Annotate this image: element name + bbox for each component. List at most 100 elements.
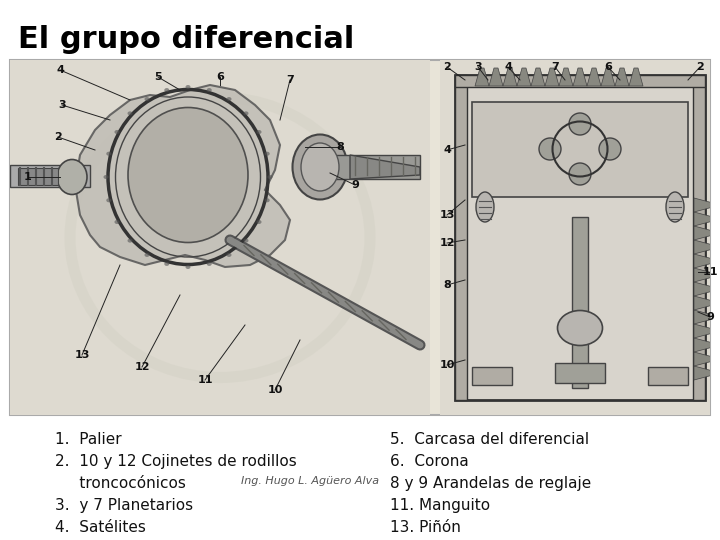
Text: 12: 12: [439, 238, 455, 248]
Text: 5.  Carcasa del diferencial: 5. Carcasa del diferencial: [390, 432, 589, 447]
Ellipse shape: [207, 88, 212, 92]
Text: 4: 4: [504, 62, 512, 72]
Text: El grupo diferencial: El grupo diferencial: [18, 25, 354, 54]
Bar: [330, 155, 420, 179]
Polygon shape: [601, 68, 615, 86]
Polygon shape: [559, 68, 573, 86]
Ellipse shape: [127, 111, 132, 116]
Polygon shape: [694, 282, 713, 296]
Bar: [10, 165, 90, 187]
Text: 6.  Corona: 6. Corona: [390, 454, 469, 469]
Ellipse shape: [186, 85, 191, 89]
Bar: [455, 75, 705, 87]
Ellipse shape: [145, 253, 150, 257]
Polygon shape: [517, 68, 531, 86]
Text: 7: 7: [286, 75, 294, 85]
Ellipse shape: [243, 239, 248, 242]
Text: 2: 2: [54, 132, 62, 142]
Bar: [472, 102, 688, 197]
Text: 3: 3: [58, 100, 66, 110]
Polygon shape: [475, 68, 489, 86]
Bar: [572, 217, 588, 388]
Bar: [440, 60, 710, 415]
Text: 10: 10: [267, 385, 283, 395]
Ellipse shape: [476, 192, 494, 222]
Polygon shape: [694, 324, 713, 338]
Polygon shape: [694, 212, 713, 226]
Ellipse shape: [557, 310, 603, 346]
Ellipse shape: [227, 253, 232, 257]
Polygon shape: [615, 68, 629, 86]
Ellipse shape: [301, 143, 339, 191]
Polygon shape: [694, 268, 713, 282]
Text: 10: 10: [439, 360, 455, 370]
Ellipse shape: [265, 152, 270, 156]
Ellipse shape: [243, 111, 248, 116]
Bar: [648, 367, 688, 385]
Ellipse shape: [292, 134, 348, 199]
Ellipse shape: [268, 175, 272, 179]
Ellipse shape: [666, 192, 684, 222]
Text: 4: 4: [56, 65, 64, 75]
Polygon shape: [75, 85, 290, 267]
Ellipse shape: [539, 138, 561, 160]
Text: troncocónicos: troncocónicos: [55, 476, 186, 491]
Text: 8: 8: [443, 280, 451, 290]
Text: Ing. Hugo L. Agüero Alva: Ing. Hugo L. Agüero Alva: [241, 476, 379, 486]
Ellipse shape: [227, 97, 232, 101]
Text: 11. Manguito: 11. Manguito: [390, 498, 490, 513]
Polygon shape: [694, 198, 713, 212]
Bar: [555, 363, 605, 383]
Text: 3.  y 7 Planetarios: 3. y 7 Planetarios: [55, 498, 193, 513]
Bar: [18, 168, 58, 185]
Text: 2.  10 y 12 Cojinetes de rodillos: 2. 10 y 12 Cojinetes de rodillos: [55, 454, 297, 469]
Text: 6: 6: [216, 72, 224, 82]
Ellipse shape: [114, 220, 120, 224]
Text: 2: 2: [696, 62, 704, 72]
Ellipse shape: [127, 239, 132, 242]
Polygon shape: [694, 352, 713, 366]
Bar: [455, 75, 705, 400]
Polygon shape: [587, 68, 601, 86]
Bar: [455, 75, 467, 400]
Text: 3: 3: [474, 62, 482, 72]
Text: 7: 7: [551, 62, 559, 72]
Bar: [472, 367, 512, 385]
Polygon shape: [694, 296, 713, 310]
Polygon shape: [694, 240, 713, 254]
Ellipse shape: [114, 130, 120, 134]
Polygon shape: [629, 68, 643, 86]
Ellipse shape: [57, 159, 87, 194]
Ellipse shape: [599, 138, 621, 160]
Text: 4.  Satélites: 4. Satélites: [55, 520, 146, 535]
Ellipse shape: [256, 130, 261, 134]
Text: 12: 12: [134, 362, 150, 372]
Polygon shape: [694, 254, 713, 268]
Text: 5: 5: [154, 72, 162, 82]
Ellipse shape: [265, 198, 270, 202]
Text: 11: 11: [702, 267, 718, 277]
Ellipse shape: [569, 113, 591, 135]
Text: 8 y 9 Arandelas de reglaje: 8 y 9 Arandelas de reglaje: [390, 476, 591, 491]
Ellipse shape: [104, 175, 109, 179]
Text: 8: 8: [336, 142, 344, 152]
Polygon shape: [503, 68, 517, 86]
Polygon shape: [694, 338, 713, 352]
Polygon shape: [694, 310, 713, 324]
Ellipse shape: [164, 262, 169, 266]
Ellipse shape: [128, 107, 248, 242]
Text: 1.  Palier: 1. Palier: [55, 432, 122, 447]
Ellipse shape: [569, 163, 591, 185]
Bar: [10, 60, 430, 415]
Text: 13: 13: [439, 210, 455, 220]
Text: 1: 1: [24, 172, 32, 182]
Polygon shape: [573, 68, 587, 86]
Text: 9: 9: [351, 180, 359, 190]
Text: 4: 4: [443, 145, 451, 155]
Text: 9: 9: [706, 312, 714, 322]
Ellipse shape: [164, 88, 169, 92]
Text: 13. Piñón: 13. Piñón: [390, 520, 461, 535]
Ellipse shape: [207, 262, 212, 266]
Bar: [693, 75, 705, 400]
Ellipse shape: [256, 220, 261, 224]
